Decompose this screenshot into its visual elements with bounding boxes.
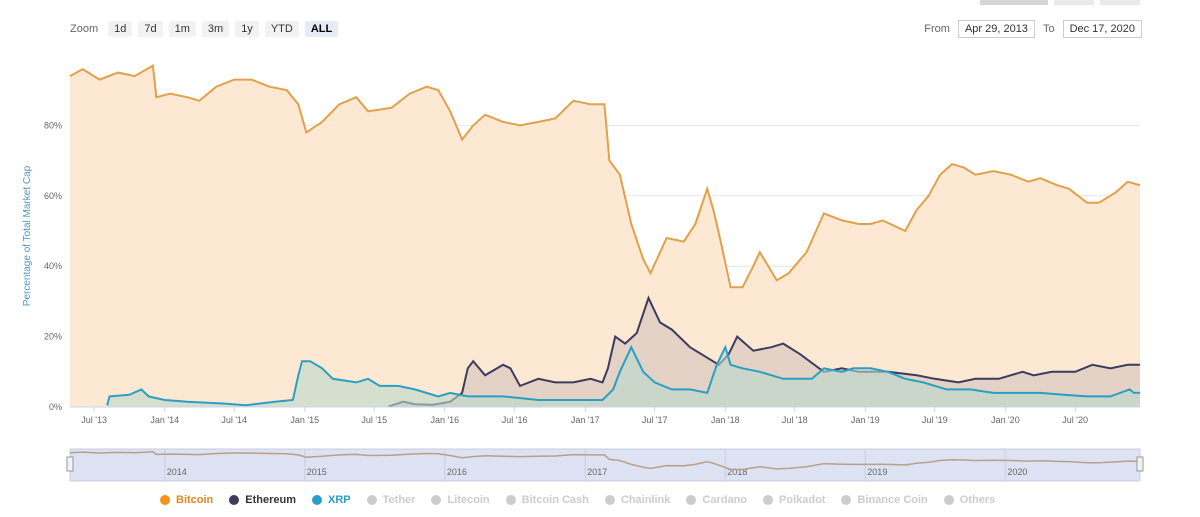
to-date-input[interactable]: Dec 17, 2020 <box>1062 20 1142 38</box>
x-tick-label: Jan '14 <box>150 415 179 425</box>
top-tab-1[interactable] <box>980 0 1048 5</box>
legend-item-litecoin[interactable]: Litecoin <box>431 494 490 506</box>
navigator-year-label: 2018 <box>727 467 747 477</box>
top-tab-2[interactable] <box>1054 0 1094 5</box>
legend-item-xrp[interactable]: XRP <box>312 494 351 506</box>
date-range: From Apr 29, 2013 To Dec 17, 2020 <box>924 20 1142 38</box>
x-tick-label: Jul '15 <box>361 415 387 425</box>
x-tick-label: Jan '19 <box>851 415 880 425</box>
legend-dot-icon <box>366 495 377 505</box>
navigator-right-handle[interactable] <box>1136 456 1144 472</box>
legend-dot-icon <box>686 495 697 505</box>
x-tick-label: Jul '14 <box>221 415 247 425</box>
legend-label: Bitcoin Cash <box>521 494 589 506</box>
legend-label: Polkadot <box>779 494 826 506</box>
navigator-bitcoin-line <box>69 451 1141 471</box>
navigator-left-handle[interactable] <box>66 456 74 472</box>
x-tick-label: Jan '20 <box>991 415 1020 425</box>
y-tick-label: 0% <box>49 402 62 412</box>
zoom-ytd-button[interactable]: YTD <box>264 21 299 37</box>
legend-dot-icon <box>841 495 852 505</box>
x-tick-label: Jan '15 <box>290 415 319 425</box>
navigator-year-label: 2020 <box>1007 467 1027 477</box>
x-tick-label: Jan '18 <box>711 415 740 425</box>
zoom-all-button[interactable]: ALL <box>304 21 339 37</box>
legend-label: Ethereum <box>245 494 297 506</box>
legend-dot-icon <box>431 495 442 505</box>
chart-legend: Bitcoin Ethereum XRP Tether Litecoin Bitcoin … <box>160 494 995 506</box>
x-tick-label: Jan '17 <box>571 415 600 425</box>
from-label: From <box>924 23 950 35</box>
y-tick-label: 20% <box>44 332 62 342</box>
zoom-7d-button[interactable]: 7d <box>138 21 163 37</box>
zoom-label: Zoom <box>70 23 99 35</box>
y-tick-label: 80% <box>44 120 62 130</box>
navigator-year-label: 2019 <box>867 467 887 477</box>
x-tick-label: Jul '20 <box>1062 415 1088 425</box>
legend-item-bitcoin-cash[interactable]: Bitcoin Cash <box>505 494 589 506</box>
legend-item-ethereum[interactable]: Ethereum <box>229 494 296 506</box>
legend-label: Litecoin <box>447 494 490 506</box>
xrp-area <box>107 347 1141 407</box>
xrp-series-line <box>106 344 1140 407</box>
ethereum-series-line <box>388 295 1140 408</box>
legend-label: Tether <box>382 494 416 506</box>
zoom-1m-button[interactable]: 1m <box>168 21 196 37</box>
legend-dot-icon <box>160 495 170 505</box>
navigator-panel <box>69 448 1141 482</box>
x-tick-label: Jan '16 <box>430 415 459 425</box>
legend-dot-icon <box>312 495 323 505</box>
legend-dot-icon <box>229 495 240 505</box>
legend-dot-icon <box>505 495 516 505</box>
legend-label: XRP <box>328 494 351 506</box>
legend-label: Bitcoin <box>176 494 214 506</box>
legend-item-binance-coin[interactable]: Binance Coin <box>841 494 928 506</box>
legend-item-chainlink[interactable]: Chainlink <box>604 494 671 506</box>
legend-dot-icon <box>943 495 954 505</box>
y-tick-label: 40% <box>44 261 62 271</box>
zoom-3m-button[interactable]: 3m <box>201 21 230 37</box>
legend-label: Cardano <box>702 494 748 506</box>
top-tab-3[interactable] <box>1100 0 1140 5</box>
navigator-year-label: 2015 <box>307 467 327 477</box>
legend-item-polkadot[interactable]: Polkadot <box>763 494 825 506</box>
x-tick-label: Jul '18 <box>782 415 808 425</box>
y-tick-label: 60% <box>44 191 62 201</box>
to-label: To <box>1042 23 1055 35</box>
navigator-year-label: 2014 <box>167 467 187 477</box>
top-tabs <box>980 0 1140 5</box>
bitcoin-area <box>70 65 1140 407</box>
bitcoin-series-line <box>69 63 1141 289</box>
legend-label: Binance Coin <box>857 494 928 506</box>
legend-label: Chainlink <box>620 494 671 506</box>
legend-item-others[interactable]: Others <box>943 494 996 506</box>
y-axis-label: Percentage of Total Market Cap <box>22 165 33 306</box>
legend-item-cardano[interactable]: Cardano <box>686 494 747 506</box>
from-date-input[interactable]: Apr 29, 2013 <box>957 20 1035 38</box>
legend-label: Others <box>959 494 996 506</box>
legend-item-bitcoin[interactable]: Bitcoin <box>160 494 213 506</box>
navigator-year-label: 2016 <box>447 467 467 477</box>
zoom-1d-button[interactable]: 1d <box>108 21 133 37</box>
zoom-1y-button[interactable]: 1y <box>235 21 259 37</box>
legend-dot-icon <box>604 495 615 505</box>
zoom-bar: Zoom 1d 7d 1m 3m 1y YTD ALL <box>70 20 339 38</box>
x-tick-label: Jul '13 <box>81 415 107 425</box>
navigator-year-label: 2017 <box>587 467 607 477</box>
legend-item-tether[interactable]: Tether <box>366 494 416 506</box>
x-tick-label: Jul '16 <box>502 415 528 425</box>
ethereum-area <box>388 297 1140 407</box>
x-tick-label: Jul '17 <box>642 415 668 425</box>
legend-dot-icon <box>763 495 774 505</box>
x-tick-label: Jul '19 <box>922 415 948 425</box>
